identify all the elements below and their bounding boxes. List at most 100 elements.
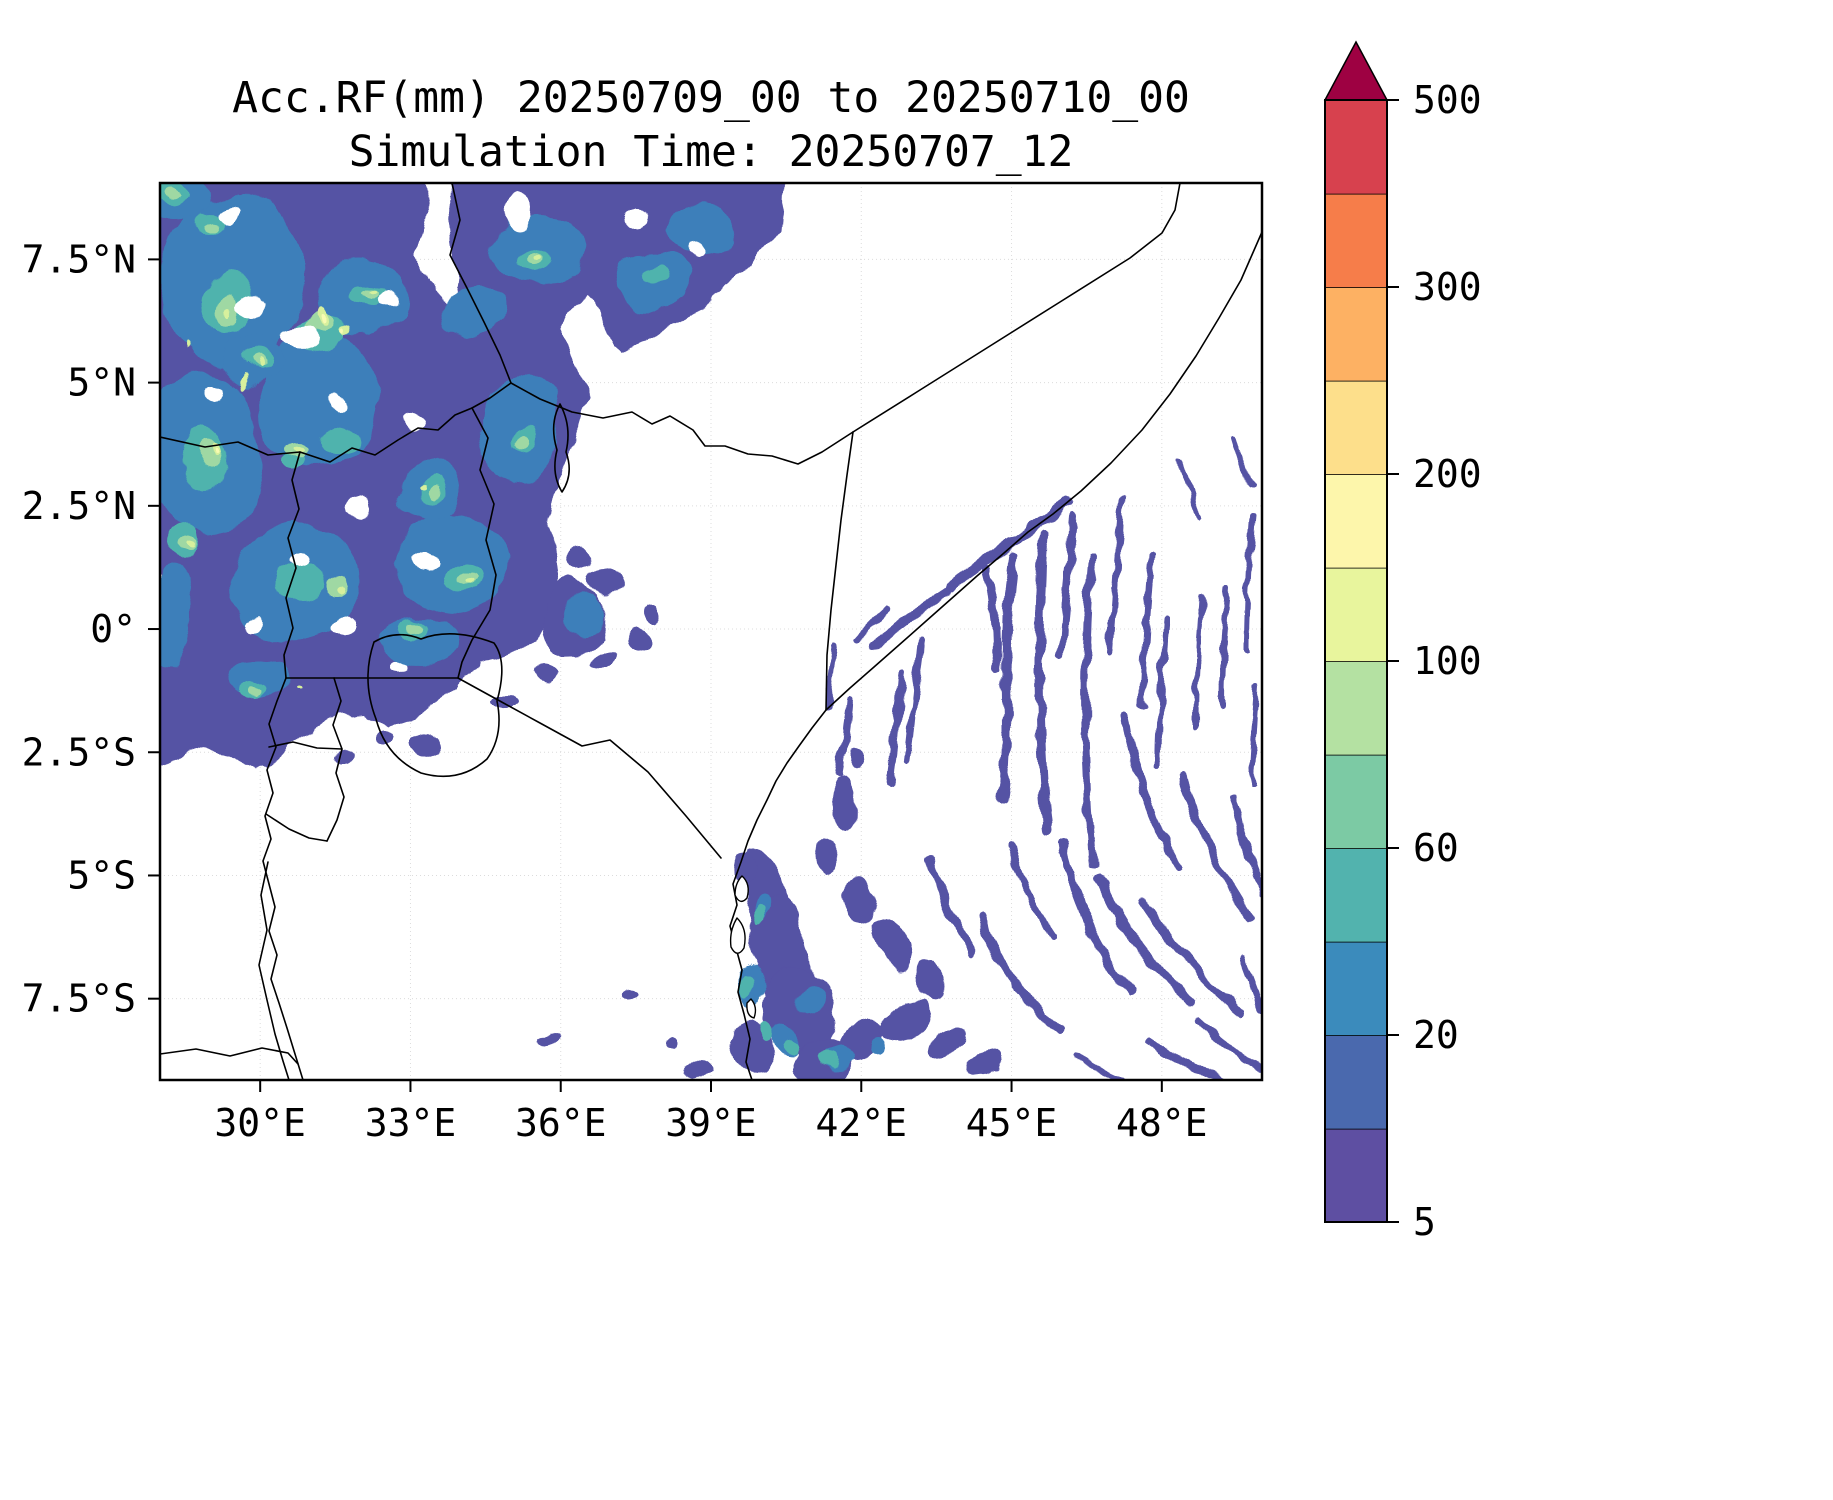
rain-field [160,183,1006,1080]
border-line [825,231,1262,711]
colorbar-segment [1324,754,1388,849]
rain-cell [326,582,350,598]
colorbar-segment [1324,193,1388,288]
rain-cell [315,423,357,453]
rain-cell [462,579,470,585]
y-tick-label: 2.5°S [22,730,136,774]
rain-cell [225,302,231,314]
rain-field-clip [160,183,1262,1080]
country-borders [160,183,1262,1080]
x-tick-label: 33°E [365,1101,457,1145]
rain-cell [407,623,421,633]
rain-streak [1106,494,1126,656]
x-tick-label: 42°E [816,1101,908,1145]
rain-cell [533,251,543,257]
rain-streak [1095,873,1197,1007]
rain-cell-coast [818,833,842,871]
rain-cell [185,542,191,550]
colorbar-tick-label: 100 [1413,639,1482,683]
dry-gap [389,661,407,675]
rain-cell [536,1033,554,1047]
rain-streak [1057,841,1135,997]
y-tick-label: 0° [90,607,136,651]
y-tick-label: 5°N [67,361,136,405]
y-tick-label: 7.5°N [22,237,136,281]
rain-cell-coast [927,1021,969,1059]
rain-streak [1081,552,1098,866]
y-tick-label: 7.5°S [22,977,136,1021]
rain-cell [364,288,372,292]
rain-cell [426,487,438,501]
rain-streak [1058,514,1078,659]
rain-streak [904,636,926,766]
rain-streak [1193,595,1205,729]
island-outline [729,917,746,954]
colorbar-segment [1324,567,1388,662]
rain-cell [572,548,600,572]
rain-streak [1239,955,1262,1015]
rain-cell [319,313,325,323]
colorbar-segment [1324,473,1388,569]
lake-outline [258,861,290,1080]
plot-title-line1: Acc.RF(mm) 20250709_00 to 20250710_00 [232,73,1190,123]
colorbar: 5 20 60 100 200 300 500 [1323,40,1482,1244]
rain-cell [590,651,610,669]
rain-cell [570,593,600,631]
rain-cell [299,688,305,692]
rain-streak [1035,531,1053,835]
rain-streak [1249,683,1261,785]
dry-gap [348,494,376,516]
rain-streak [1006,844,1056,939]
rain-streak [1144,1036,1228,1080]
rain-cell [643,605,661,619]
y-tick-label: 5°S [67,853,136,897]
rain-cell [182,342,186,350]
rain-streak [982,566,1001,672]
rain-cell-coast [872,924,908,976]
border-line [729,709,827,1080]
rain-cell [618,627,646,653]
island-outline [746,998,757,1019]
colorbar-tick-label: 5 [1413,1200,1436,1244]
rain-cell-coast [914,960,946,1000]
border-line [825,431,854,711]
colorbar-tick-label: 20 [1413,1013,1459,1057]
rain-cell [620,987,636,997]
rain-cell-coast [664,1039,680,1051]
dry-gap [203,385,221,399]
rain-cell [594,571,626,599]
dry-gap [627,206,649,224]
rain-cell [410,730,450,754]
rain-cell [444,288,500,336]
border-line [160,382,512,463]
rain-cell [452,573,472,587]
rain-streak [1228,794,1262,900]
border-line [457,407,497,679]
border-line [265,813,328,842]
rain-cell [231,375,237,385]
rain-cell [488,697,512,715]
colorbar-segment [1324,380,1388,475]
rain-streak [867,585,953,651]
rain-streaks [825,435,1262,1080]
y-tick-label: 2.5°N [22,484,136,528]
rain-streak [836,696,854,779]
dry-gap [215,203,237,221]
rain-cell-coast [826,777,854,823]
border-line [510,382,854,465]
colorbar-tick-label: 300 [1413,265,1482,309]
rain-cell-coast [970,1046,1006,1078]
rain-cell [417,487,423,493]
rain-streak [1138,552,1156,710]
rain-cell [396,512,508,612]
colorbar-segment [1324,99,1388,195]
colorbar-segment [1324,1128,1388,1223]
border-line [457,677,722,859]
rain-streak [1243,513,1255,655]
colorbar-segment [1324,847,1388,943]
rain-streak [853,607,889,643]
colorbar-over-arrow [1323,40,1389,101]
rain-streak [1232,435,1253,487]
